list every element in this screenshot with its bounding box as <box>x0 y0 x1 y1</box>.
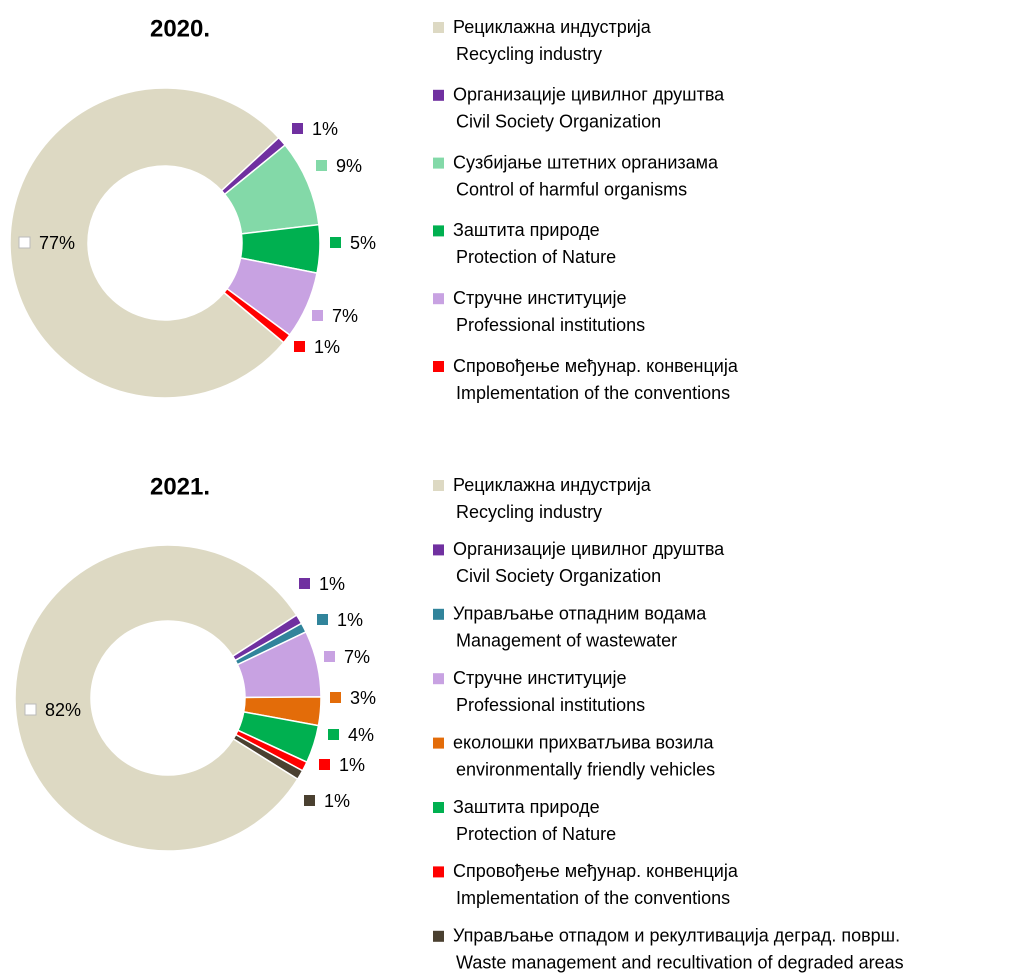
data-label: 7% <box>344 647 370 667</box>
legend-label: Заштита природе <box>453 797 600 817</box>
legend-label: Civil Society Organization <box>456 566 661 586</box>
donut-slice <box>232 733 304 781</box>
data-label: 3% <box>350 688 376 708</box>
legend-marker <box>433 89 444 101</box>
label-marker <box>312 310 323 321</box>
legend-label: Recycling industry <box>456 502 602 522</box>
legend-marker <box>433 157 444 169</box>
legend-label: Protection of Nature <box>456 824 616 844</box>
label-marker <box>18 236 31 249</box>
chart-title: 2020. <box>150 15 210 42</box>
legend-label: Implementation of the conventions <box>456 888 730 908</box>
data-label: 77% <box>39 233 75 253</box>
legend-label: Спровођење међунар. конвенција <box>453 861 739 881</box>
legend-label: Управљање отпадом и рекултивација деград… <box>453 926 900 946</box>
data-label: 4% <box>348 725 374 745</box>
legend-label: Стручне институције <box>453 288 627 308</box>
legend-label: Professional institutions <box>456 315 645 335</box>
legend-label: Стручне институције <box>453 668 627 688</box>
label-marker <box>328 729 339 740</box>
legend-marker <box>433 802 444 813</box>
legend-label: environmentally friendly vehicles <box>456 759 715 779</box>
legend-label: Professional institutions <box>456 695 645 715</box>
legend-label: Management of wastewater <box>456 631 677 651</box>
legend-marker <box>433 361 444 372</box>
label-marker <box>299 578 310 589</box>
label-marker <box>304 795 315 806</box>
legend-label: Рециклажна индустрија <box>453 17 652 37</box>
label-marker <box>324 651 335 662</box>
legend-label: еколошки прихватљива возила <box>453 732 715 752</box>
legend-label: Заштита природе <box>453 220 600 240</box>
label-marker <box>317 614 328 625</box>
data-label: 1% <box>314 337 340 357</box>
data-label: 82% <box>45 700 81 720</box>
legend-label: Управљање отпадним водама <box>453 604 707 624</box>
legend-label: Организације цивилног друштва <box>453 539 725 559</box>
label-marker <box>330 692 341 703</box>
legend-marker <box>433 22 444 33</box>
legend-label: Recycling industry <box>456 44 602 64</box>
legend-label: Protection of Nature <box>456 247 616 267</box>
label-marker <box>316 160 327 171</box>
data-label: 1% <box>339 755 365 775</box>
chart-title: 2021. <box>150 473 210 500</box>
data-label: 5% <box>350 233 376 253</box>
label-marker <box>24 703 37 716</box>
data-label: 1% <box>319 574 345 594</box>
legend-label: Implementation of the conventions <box>456 383 730 403</box>
legend-marker <box>433 225 444 237</box>
donut-slice <box>14 544 299 852</box>
data-label: 1% <box>337 610 363 630</box>
legend-marker <box>433 608 444 620</box>
legend-marker <box>433 480 444 491</box>
label-marker <box>294 341 305 352</box>
donut-slice <box>222 287 291 344</box>
data-label: 9% <box>336 156 362 176</box>
data-label: 1% <box>312 119 338 139</box>
legend-label: Сузбијање штетних организама <box>453 152 719 172</box>
legend-marker <box>433 293 444 305</box>
legend-label: Control of harmful organisms <box>456 179 687 199</box>
label-marker <box>292 123 303 134</box>
data-label: 7% <box>332 306 358 326</box>
label-marker <box>330 237 341 248</box>
data-label: 1% <box>324 791 350 811</box>
legend-label: Рециклажна индустрија <box>453 475 652 495</box>
legend-label: Организације цивилног друштва <box>453 85 725 105</box>
legend-marker <box>433 930 444 942</box>
legend-label: Спровођење међунар. конвенција <box>453 356 739 376</box>
legend-marker <box>433 737 444 749</box>
donut-slice <box>9 87 285 399</box>
legend-marker <box>433 673 444 685</box>
legend-marker <box>433 544 444 556</box>
legend-label: Waste management and recultivation of de… <box>456 953 904 973</box>
legend-label: Civil Society Organization <box>456 112 661 132</box>
legend-marker <box>433 866 444 878</box>
label-marker <box>319 759 330 770</box>
